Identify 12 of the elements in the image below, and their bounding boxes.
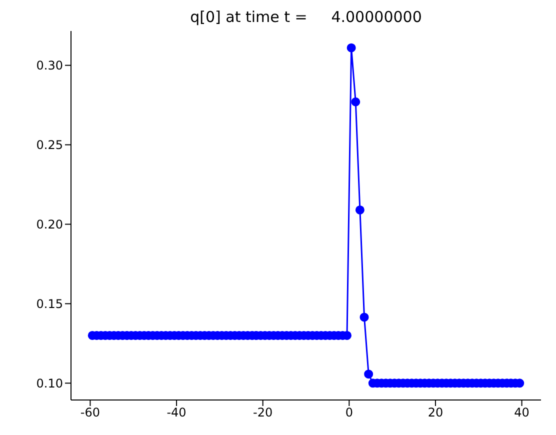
y-tick-label: 0.25 [36,138,63,152]
chart-title: q[0] at time t = 4.00000000 [190,8,422,26]
y-tick-label: 0.20 [36,218,63,232]
y-tick-label: 0.15 [36,296,63,311]
x-tick-label: 20 [428,406,444,420]
x-tick-label: 0 [345,406,353,420]
x-tick-label: -20 [253,406,273,420]
y-tick-label: 0.30 [36,58,63,73]
x-tick-label: 40 [514,406,530,420]
x-tick-label: -40 [166,406,186,420]
x-tick-label: -60 [80,406,100,420]
y-tick-label: 0.10 [36,376,63,390]
